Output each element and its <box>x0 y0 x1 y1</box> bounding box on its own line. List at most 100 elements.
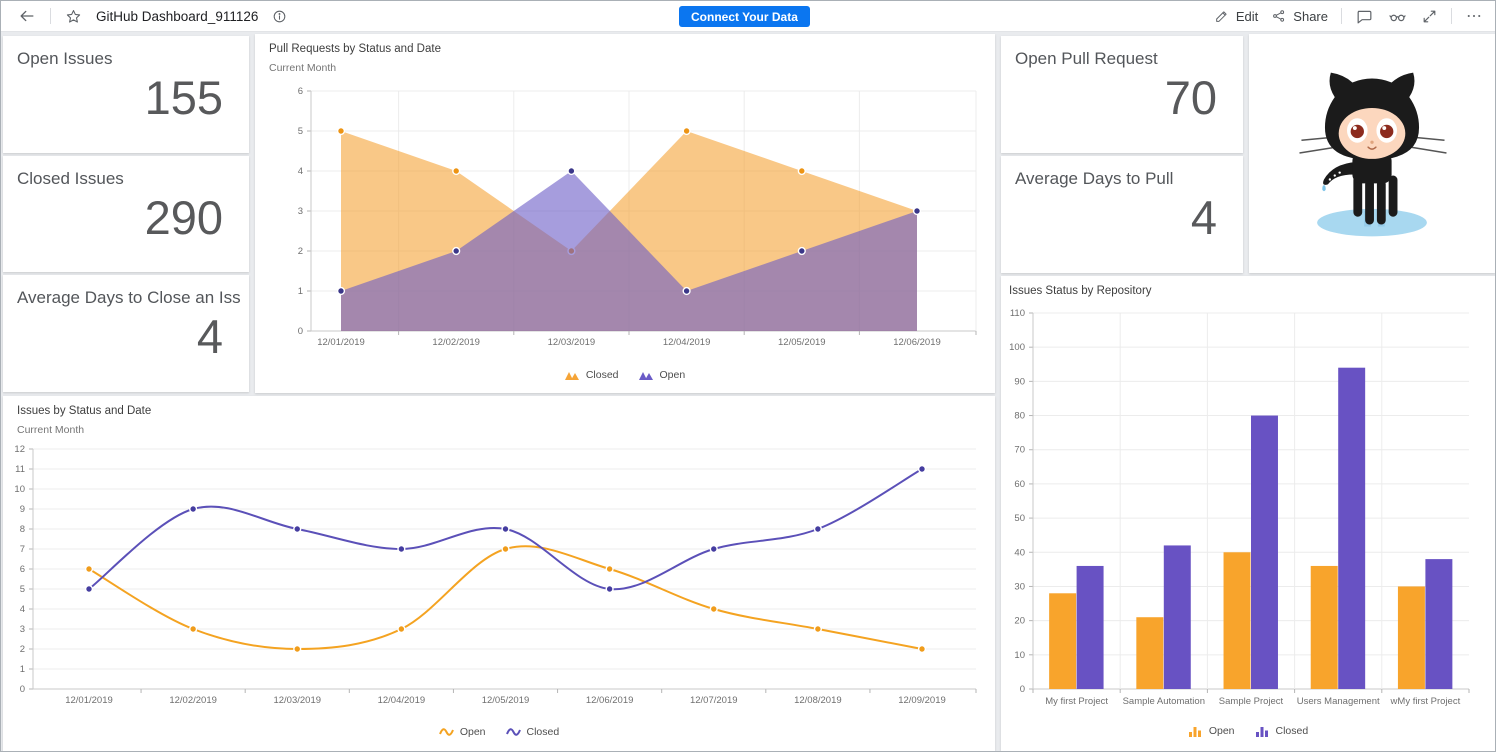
legend-item-open[interactable]: Open <box>638 369 686 381</box>
back-arrow-icon[interactable] <box>17 6 37 26</box>
svg-text:12/08/2019: 12/08/2019 <box>794 695 842 706</box>
kpi-card-average-days-to-close: Average Days to Close an Iss 4 <box>3 275 249 392</box>
svg-text:90: 90 <box>1014 376 1025 387</box>
svg-text:6: 6 <box>20 564 25 575</box>
share-icon <box>1271 8 1287 24</box>
svg-text:10: 10 <box>1014 650 1025 661</box>
chart-title: Issues by Status and Date <box>17 405 152 417</box>
chart-legend: Open Closed <box>3 726 995 738</box>
pencil-icon <box>1214 8 1230 24</box>
legend-item-open[interactable]: Open <box>1188 725 1235 737</box>
svg-text:My first Project: My first Project <box>1045 696 1108 707</box>
svg-text:12/09/2019: 12/09/2019 <box>898 695 946 706</box>
svg-text:6: 6 <box>298 86 303 97</box>
svg-text:100: 100 <box>1009 342 1025 353</box>
svg-text:2: 2 <box>298 246 303 257</box>
connect-your-data-button[interactable]: Connect Your Data <box>679 6 810 27</box>
glasses-view-icon[interactable] <box>1387 7 1408 26</box>
comment-icon[interactable] <box>1355 7 1374 26</box>
favorite-star-icon[interactable] <box>64 7 83 26</box>
svg-text:9: 9 <box>20 504 25 515</box>
svg-text:12/01/2019: 12/01/2019 <box>65 695 113 706</box>
svg-text:60: 60 <box>1014 479 1025 490</box>
pull-requests-area-chart[interactable]: 0 1 2 3 4 5 6 12/01/2019 12/02/2019 12/03/2019 12/… <box>255 34 995 392</box>
svg-text:8: 8 <box>20 524 25 535</box>
share-label: Share <box>1293 8 1328 24</box>
more-options-icon[interactable] <box>1465 7 1483 25</box>
issues-chart-panel: Issues by Status and Date Current Month … <box>3 396 995 751</box>
svg-text:0: 0 <box>1020 684 1025 695</box>
chart-title: Pull Requests by Status and Date <box>269 43 441 55</box>
kpi-title: Average Days to Pull <box>1015 169 1174 188</box>
svg-text:0: 0 <box>20 684 25 695</box>
chart-subtitle: Current Month <box>269 62 337 74</box>
svg-text:110: 110 <box>1010 308 1025 319</box>
svg-text:2: 2 <box>20 644 25 655</box>
svg-text:12/04/2019: 12/04/2019 <box>663 337 711 348</box>
bar-series-icon <box>1188 726 1201 737</box>
pull-requests-chart-panel: Pull Requests by Status and Date Current… <box>255 34 995 393</box>
legend-item-closed[interactable]: Closed <box>564 369 619 381</box>
svg-text:70: 70 <box>1014 445 1025 456</box>
svg-text:12/04/2019: 12/04/2019 <box>378 695 426 706</box>
legend-item-closed[interactable]: Closed <box>505 726 559 738</box>
svg-text:4: 4 <box>20 604 25 615</box>
svg-text:7: 7 <box>20 544 25 555</box>
svg-text:5: 5 <box>298 126 303 137</box>
svg-text:12/03/2019: 12/03/2019 <box>548 337 596 348</box>
dashboard-title: GitHub Dashboard_911126 <box>96 8 259 24</box>
svg-text:12/05/2019: 12/05/2019 <box>778 337 826 348</box>
svg-text:Sample Project: Sample Project <box>1219 696 1284 707</box>
legend-item-closed[interactable]: Closed <box>1255 725 1308 737</box>
svg-text:10: 10 <box>14 484 25 495</box>
svg-text:wMy first Project: wMy first Project <box>1390 696 1461 707</box>
legend-label: Open <box>659 369 686 381</box>
line-series-icon <box>505 727 521 736</box>
svg-text:12/07/2019: 12/07/2019 <box>690 695 738 706</box>
toolbar-divider <box>50 8 51 24</box>
kpi-title: Open Issues <box>17 49 113 68</box>
svg-text:12/02/2019: 12/02/2019 <box>432 337 480 348</box>
svg-text:0: 0 <box>298 326 303 337</box>
chart-subtitle: Current Month <box>17 424 85 436</box>
kpi-value: 290 <box>144 191 223 244</box>
fullscreen-icon[interactable] <box>1421 8 1438 25</box>
svg-text:1: 1 <box>20 664 25 675</box>
legend-label: Open <box>1208 725 1235 737</box>
kpi-title: Open Pull Request <box>1015 49 1158 68</box>
chart-title: Issues Status by Repository <box>1009 285 1152 297</box>
svg-text:Users Management: Users Management <box>1297 696 1380 707</box>
svg-text:12/05/2019: 12/05/2019 <box>482 695 530 706</box>
area-series-icon <box>564 371 579 380</box>
issues-by-repository-panel: Issues Status by Repository 0 10 20 30 40 50 6… <box>1001 276 1495 751</box>
legend-label: Closed <box>585 369 619 381</box>
svg-text:3: 3 <box>20 624 25 635</box>
info-icon[interactable] <box>271 8 288 25</box>
legend-item-open[interactable]: Open <box>438 726 486 738</box>
issues-status-bar-chart[interactable]: 0 10 20 30 40 50 60 70 80 90 100 110 My first Projec… <box>1001 276 1495 751</box>
edit-button[interactable]: Edit <box>1214 8 1258 24</box>
toolbar-divider <box>1451 8 1452 24</box>
svg-text:40: 40 <box>1014 547 1025 558</box>
top-toolbar: GitHub Dashboard_911126 Connect Your Dat… <box>1 1 1495 32</box>
svg-text:11: 11 <box>15 464 25 475</box>
svg-text:3: 3 <box>298 206 303 217</box>
svg-text:Sample Automation: Sample Automation <box>1123 696 1205 707</box>
kpi-card-average-days-to-pull: Average Days to Pull 4 <box>1001 156 1243 273</box>
kpi-value: 4 <box>1190 191 1217 244</box>
svg-text:12/02/2019: 12/02/2019 <box>169 695 217 706</box>
svg-text:50: 50 <box>1014 513 1025 524</box>
kpi-card-closed-issues: Closed Issues 290 <box>3 156 249 272</box>
svg-text:12/06/2019: 12/06/2019 <box>893 337 941 348</box>
kpi-title: Closed Issues <box>17 169 124 188</box>
svg-text:12/06/2019: 12/06/2019 <box>586 695 634 706</box>
svg-text:12/01/2019: 12/01/2019 <box>317 337 365 348</box>
kpi-card-open-pull-request: Open Pull Request 70 <box>1001 36 1243 153</box>
kpi-value: 4 <box>196 310 223 363</box>
bar-series-icon <box>1255 726 1268 737</box>
share-button[interactable]: Share <box>1271 8 1328 24</box>
kpi-card-open-issues: Open Issues 155 <box>3 36 249 153</box>
chart-legend: Open Closed <box>1001 725 1495 737</box>
